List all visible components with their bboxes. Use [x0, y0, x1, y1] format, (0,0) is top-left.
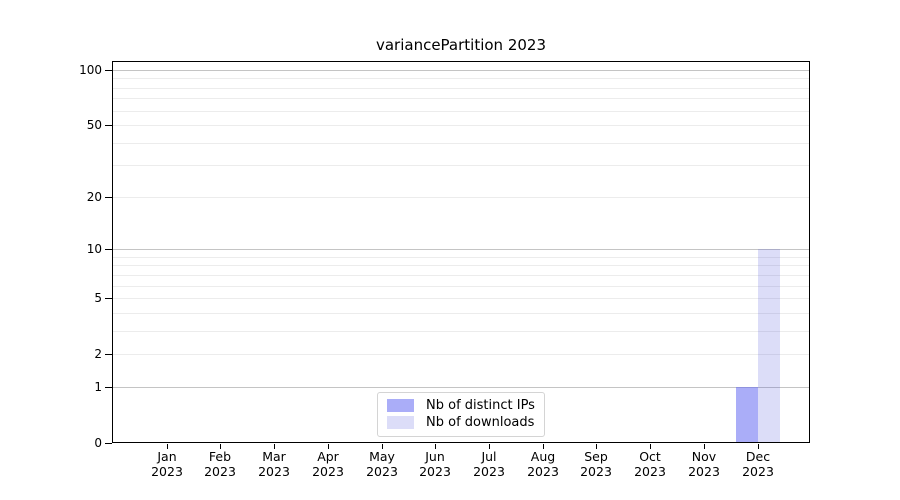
x-tick-month: Mar: [262, 449, 286, 464]
x-tick-year: 2023: [419, 464, 451, 479]
x-tick-label-feb: Feb 2023: [193, 449, 247, 479]
y-gridline-70: [113, 98, 809, 99]
x-tick-year: 2023: [204, 464, 236, 479]
y-gridline-5: [113, 298, 809, 299]
y-gridline-40: [113, 143, 809, 144]
y-tick-label-50: 50: [86, 118, 102, 132]
x-tick-label-nov: Nov 2023: [677, 449, 731, 479]
x-tick-mark-jul: [489, 444, 490, 449]
legend-item-downloads: Nb of downloads: [378, 414, 544, 431]
y-gridline-80: [113, 88, 809, 89]
x-tick-month: Jun: [425, 449, 445, 464]
x-tick-month: Jan: [157, 449, 177, 464]
y-tick-mark-5: [105, 298, 112, 299]
x-tick-mark-mar: [274, 444, 275, 449]
y-gridline-1: [113, 387, 809, 388]
x-tick-label-dec: Dec 2023: [731, 449, 785, 479]
x-tick-label-aug: Aug 2023: [516, 449, 570, 479]
x-tick-year: 2023: [580, 464, 612, 479]
x-tick-year: 2023: [473, 464, 505, 479]
x-tick-label-mar: Mar 2023: [247, 449, 301, 479]
legend-swatch-distinct-ips: [387, 399, 414, 412]
y-tick-mark-100: [105, 70, 112, 71]
x-tick-year: 2023: [527, 464, 559, 479]
x-tick-month: Apr: [317, 449, 339, 464]
y-tick-label-100: 100: [79, 63, 102, 77]
x-tick-month: Sep: [584, 449, 608, 464]
legend-label-downloads: Nb of downloads: [426, 415, 535, 430]
y-tick-label-10: 10: [86, 242, 102, 256]
x-tick-label-oct: Oct 2023: [623, 449, 677, 479]
legend: Nb of distinct IPs Nb of downloads: [377, 392, 545, 437]
y-tick-mark-10: [105, 249, 112, 250]
chart-title: variancePartition 2023: [375, 36, 547, 54]
x-tick-mark-may: [382, 444, 383, 449]
y-gridline-3: [113, 331, 809, 332]
x-tick-mark-sep: [596, 444, 597, 449]
x-tick-year: 2023: [634, 464, 666, 479]
y-tick-label-20: 20: [86, 190, 102, 204]
x-tick-mark-jun: [435, 444, 436, 449]
y-tick-mark-2: [105, 354, 112, 355]
x-tick-year: 2023: [742, 464, 774, 479]
y-gridline-7: [113, 275, 809, 276]
y-gridline-6: [113, 286, 809, 287]
y-gridline-50: [113, 125, 809, 126]
x-tick-month: Nov: [691, 449, 717, 464]
x-tick-mark-feb: [220, 444, 221, 449]
x-tick-mark-oct: [650, 444, 651, 449]
x-tick-month: Dec: [745, 449, 771, 464]
x-tick-mark-jan: [167, 444, 168, 449]
x-tick-year: 2023: [258, 464, 290, 479]
y-tick-label-2: 2: [94, 347, 102, 361]
x-tick-mark-apr: [328, 444, 329, 449]
x-tick-month: Jul: [481, 449, 497, 464]
x-tick-year: 2023: [688, 464, 720, 479]
x-tick-label-jun: Jun 2023: [408, 449, 462, 479]
y-tick-mark-50: [105, 125, 112, 126]
y-tick-mark-20: [105, 197, 112, 198]
x-tick-month: Oct: [639, 449, 661, 464]
y-gridline-20: [113, 197, 809, 198]
x-tick-year: 2023: [151, 464, 183, 479]
bar-nb-of-distinct-ips-dec: [736, 387, 758, 442]
x-tick-label-sep: Sep 2023: [569, 449, 623, 479]
x-tick-month: Aug: [530, 449, 556, 464]
y-gridline-90: [113, 78, 809, 79]
x-tick-mark-nov: [704, 444, 705, 449]
x-tick-label-jul: Jul 2023: [462, 449, 516, 479]
bars-layer: [113, 62, 809, 442]
y-gridline-2: [113, 354, 809, 355]
y-tick-label-1: 1: [94, 380, 102, 394]
bar-nb-of-downloads-dec: [758, 249, 780, 442]
x-tick-label-may: May 2023: [355, 449, 409, 479]
x-tick-mark-dec: [758, 444, 759, 449]
x-tick-year: 2023: [366, 464, 398, 479]
y-gridline-30: [113, 165, 809, 166]
legend-swatch-downloads: [387, 416, 414, 429]
x-tick-label-jan: Jan 2023: [140, 449, 194, 479]
legend-label-distinct-ips: Nb of distinct IPs: [426, 398, 535, 413]
y-tick-mark-0: [105, 443, 112, 444]
y-gridline-8: [113, 265, 809, 266]
plot-area: [112, 61, 810, 443]
gridlines-layer: [113, 62, 809, 442]
x-tick-month: May: [369, 449, 395, 464]
legend-item-distinct-ips: Nb of distinct IPs: [378, 397, 544, 414]
x-tick-year: 2023: [312, 464, 344, 479]
y-gridline-4: [113, 313, 809, 314]
y-gridline-60: [113, 111, 809, 112]
y-tick-label-5: 5: [94, 291, 102, 305]
y-tick-mark-1: [105, 387, 112, 388]
y-gridline-9: [113, 257, 809, 258]
x-tick-label-apr: Apr 2023: [301, 449, 355, 479]
y-gridline-10: [113, 249, 809, 250]
y-tick-label-0: 0: [94, 436, 102, 450]
x-tick-month: Feb: [208, 449, 232, 464]
y-gridline-100: [113, 70, 809, 71]
x-tick-mark-aug: [543, 444, 544, 449]
